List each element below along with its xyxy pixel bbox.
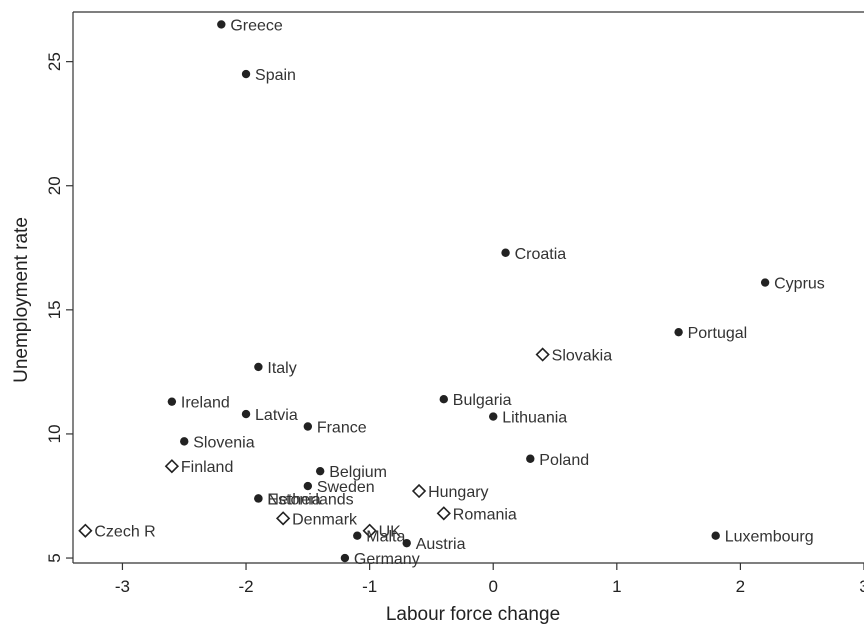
data-point-label: Italy	[267, 360, 296, 377]
data-point-label: Hungary	[428, 484, 488, 501]
data-points: Greece Spain Croatia Cyprus Portugal Slovakia…	[78, 17, 825, 568]
data-point-dot	[340, 553, 350, 563]
data-point-label: Denmark	[292, 511, 358, 528]
data-point-dot	[760, 278, 770, 287]
y-tick-label: 5	[45, 553, 64, 562]
data-point-label: Spain	[255, 67, 296, 84]
x-axis-title: Labour force change	[386, 604, 560, 625]
data-point-dot	[241, 409, 251, 419]
data-point-label: Romania	[453, 506, 517, 523]
y-ticks: 5 10 15 20 25	[45, 52, 73, 563]
data-point-label: Czech R	[94, 524, 155, 541]
data-point-dot	[254, 362, 263, 372]
data-point-dot	[217, 20, 226, 29]
data-point-diamond	[362, 523, 377, 538]
data-point-label: Ireland	[181, 395, 230, 412]
x-tick-label: 1	[612, 577, 621, 596]
data-point-dot	[711, 531, 720, 540]
data-point-label: Luxembourg	[725, 529, 814, 546]
y-axis-title: Unemployment rate	[11, 217, 32, 383]
data-point-label: Slovakia	[552, 348, 613, 365]
data-point-dot	[180, 437, 189, 446]
data-point-label: Bulgaria	[453, 392, 512, 409]
data-point-label: Austria	[416, 536, 466, 553]
data-point-dot	[303, 422, 313, 431]
data-point-dot	[439, 394, 448, 404]
data-point-dot	[674, 327, 683, 337]
data-point-dot	[489, 412, 498, 421]
data-point-dot	[241, 69, 251, 79]
y-tick-label: 10	[45, 424, 64, 443]
data-point-label: France	[317, 419, 367, 436]
data-point-dot	[315, 466, 325, 476]
data-point-label: Poland	[539, 452, 589, 469]
data-point-dot	[501, 248, 510, 257]
data-point-dot	[402, 538, 411, 548]
x-tick-label: 3	[859, 577, 864, 596]
data-point-diamond	[78, 523, 93, 538]
data-point-label: Latvia	[255, 407, 298, 424]
data-point-dot	[353, 531, 362, 540]
x-ticks: -3 -2 -1 0 1 2 3	[115, 563, 864, 596]
data-point-diamond	[275, 511, 291, 526]
data-point-label: Estonia	[267, 491, 320, 508]
data-point-label: Croatia	[515, 246, 567, 263]
y-tick-label: 15	[45, 300, 64, 319]
data-point-dot	[526, 454, 535, 463]
data-point-label: Greece	[230, 17, 283, 34]
y-tick-label: 20	[45, 176, 64, 195]
data-point-label: Portugal	[688, 325, 748, 342]
data-point-dot	[303, 481, 313, 491]
data-point-diamond	[164, 459, 180, 474]
x-tick-label: -1	[362, 577, 377, 596]
x-tick-label: -2	[238, 577, 253, 596]
data-point-diamond	[436, 506, 451, 521]
data-point-dot	[167, 397, 177, 406]
data-point-label: Sweden	[317, 479, 375, 496]
data-point-label: Belgium	[329, 464, 387, 481]
data-point-label: Germany	[354, 551, 420, 568]
data-point-label: Malta	[366, 529, 405, 546]
data-point-label: Slovenia	[193, 434, 254, 451]
x-tick-label: 2	[736, 577, 745, 596]
data-point-label: Finland	[181, 459, 233, 476]
data-point-dot	[254, 494, 263, 503]
y-tick-label: 25	[45, 52, 64, 71]
data-point-label: Netherlands	[267, 491, 353, 508]
data-point-label: Cyprus	[774, 276, 825, 293]
data-point-label: UK	[379, 524, 402, 541]
data-point-diamond	[535, 347, 550, 362]
axes	[72, 11, 864, 564]
data-point-label: Lithuania	[502, 410, 567, 427]
x-tick-label: 0	[488, 577, 497, 596]
data-point-diamond	[411, 483, 427, 499]
x-tick-label: -3	[115, 577, 130, 596]
